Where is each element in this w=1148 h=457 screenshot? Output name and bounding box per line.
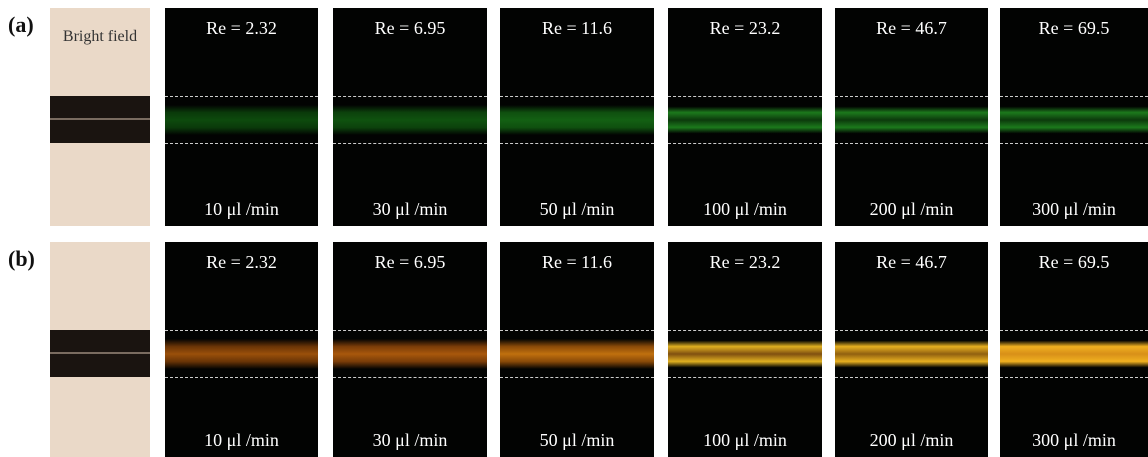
flow-rate-label: 50 μl /min	[500, 430, 654, 451]
row-label: (b)	[8, 246, 35, 272]
flow-rate-label: 100 μl /min	[668, 199, 822, 220]
flow-rate-label: 200 μl /min	[835, 430, 988, 451]
channel-wall	[668, 377, 822, 378]
flow-rate-label: 10 μl /min	[165, 430, 318, 451]
reynolds-label: Re = 69.5	[1000, 252, 1148, 273]
channel-wall	[835, 96, 988, 97]
channel	[50, 330, 150, 377]
stream-band	[333, 105, 487, 135]
reynolds-label: Re = 11.6	[500, 18, 654, 39]
reynolds-label: Re = 2.32	[165, 18, 318, 39]
flow-rate-label: 300 μl /min	[1000, 199, 1148, 220]
fluorescence-panel: Re = 6.95 30 μl /min	[333, 242, 487, 457]
stream-band	[500, 339, 654, 369]
channel-wall	[333, 143, 487, 144]
row-label: (a)	[8, 12, 34, 38]
fluorescence-panel: Re = 69.5 300 μl /min	[1000, 242, 1148, 457]
channel-wall	[165, 96, 318, 97]
channel-wall	[333, 330, 487, 331]
stream-band	[333, 339, 487, 369]
fluorescence-panel: Re = 6.95 30 μl /min	[333, 8, 487, 226]
fluorescence-panel: Re = 2.32 10 μl /min	[165, 242, 318, 457]
fluorescence-panel: Re = 23.2 100 μl /min	[668, 242, 822, 457]
stream-band	[835, 339, 988, 369]
channel-wall	[165, 377, 318, 378]
reynolds-label: Re = 2.32	[165, 252, 318, 273]
stream-band	[835, 105, 988, 135]
flow-rate-label: 30 μl /min	[333, 199, 487, 220]
channel-wall	[165, 330, 318, 331]
reynolds-label: Re = 11.6	[500, 252, 654, 273]
reynolds-label: Re = 23.2	[668, 252, 822, 273]
channel-wall	[165, 143, 318, 144]
stream-band	[1000, 105, 1148, 135]
flow-rate-label: 300 μl /min	[1000, 430, 1148, 451]
channel-wall	[1000, 330, 1148, 331]
fluorescence-panel: Re = 11.6 50 μl /min	[500, 8, 654, 226]
channel-wall	[1000, 377, 1148, 378]
reynolds-label: Re = 6.95	[333, 252, 487, 273]
stream-band	[500, 105, 654, 135]
channel-wall	[1000, 96, 1148, 97]
stream-band	[165, 105, 318, 135]
figure: (a) Bright field Re = 2.32 10 μl /min Re = 6…	[0, 0, 1148, 457]
fluorescence-panel: Re = 23.2 100 μl /min	[668, 8, 822, 226]
channel-wall	[500, 330, 654, 331]
flow-rate-label: 50 μl /min	[500, 199, 654, 220]
stream-band	[1000, 339, 1148, 369]
channel-wall	[835, 330, 988, 331]
flow-rate-label: 100 μl /min	[668, 430, 822, 451]
fluorescence-panel: Re = 46.7 200 μl /min	[835, 8, 988, 226]
reynolds-label: Re = 23.2	[668, 18, 822, 39]
fluorescence-panel: Re = 11.6 50 μl /min	[500, 242, 654, 457]
flow-rate-label: 30 μl /min	[333, 430, 487, 451]
channel-wall	[835, 377, 988, 378]
channel-wall	[1000, 143, 1148, 144]
channel-wall	[500, 377, 654, 378]
channel-wall	[668, 143, 822, 144]
stream-band	[165, 339, 318, 369]
reynolds-label: Re = 69.5	[1000, 18, 1148, 39]
reynolds-label: Re = 46.7	[835, 18, 988, 39]
stream-band	[668, 339, 822, 369]
reynolds-label: Re = 46.7	[835, 252, 988, 273]
flow-rate-label: 200 μl /min	[835, 199, 988, 220]
bright-field-label: Bright field	[50, 26, 150, 48]
flow-rate-label: 10 μl /min	[165, 199, 318, 220]
bright-field-panel: Bright field	[50, 8, 150, 226]
channel-wall	[333, 96, 487, 97]
channel-wall	[668, 96, 822, 97]
channel-wall	[500, 143, 654, 144]
fluorescence-panel: Re = 69.5 300 μl /min	[1000, 8, 1148, 226]
bright-field-panel	[50, 242, 150, 457]
channel-wall	[333, 377, 487, 378]
stream-band	[668, 105, 822, 135]
channel-wall	[500, 96, 654, 97]
channel-wall	[835, 143, 988, 144]
channel-wall	[668, 330, 822, 331]
reynolds-label: Re = 6.95	[333, 18, 487, 39]
channel	[50, 96, 150, 143]
fluorescence-panel: Re = 46.7 200 μl /min	[835, 242, 988, 457]
fluorescence-panel: Re = 2.32 10 μl /min	[165, 8, 318, 226]
